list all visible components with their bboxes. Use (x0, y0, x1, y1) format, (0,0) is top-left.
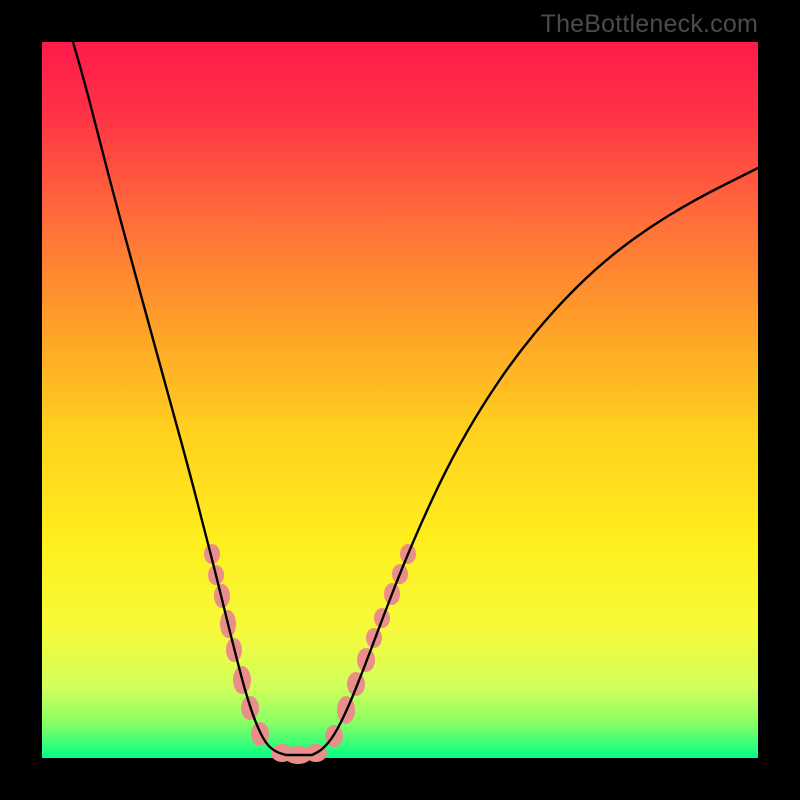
chart-stage: TheBottleneck.com (0, 0, 800, 800)
watermark-text: TheBottleneck.com (541, 10, 758, 39)
plot-gradient-background (42, 42, 758, 758)
